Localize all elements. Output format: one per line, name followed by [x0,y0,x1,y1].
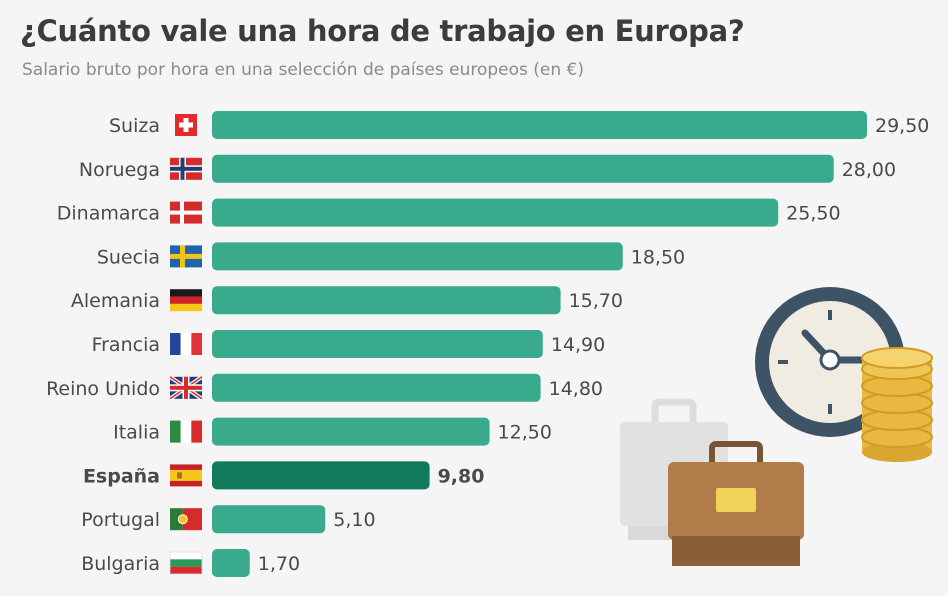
value-label: 12,50 [498,422,552,444]
coin-stack-icon [861,347,933,462]
germany-flag-icon [170,289,202,312]
category-label: España [83,465,160,487]
portugal-flag-icon [170,508,202,531]
bulgaria-flag-icon [169,551,203,575]
value-label: 5,10 [333,509,375,531]
bar [212,373,541,402]
value-label: 15,70 [569,290,623,312]
sweden-flag-icon [170,245,202,268]
value-label: 28,00 [842,159,896,181]
norway-flag-icon [170,157,202,180]
bar [212,330,543,358]
value-label: 29,50 [875,115,929,137]
category-label: Noruega [79,159,160,181]
bar [212,111,867,139]
bar [212,505,326,534]
italy-flag-icon [170,420,202,443]
category-label: Suiza [109,115,160,137]
category-label: Reino Unido [46,378,160,400]
spain-flag-icon [170,464,202,487]
value-label: 25,50 [786,203,840,225]
category-label: Bulgaria [81,553,160,575]
category-label: Italia [113,422,160,444]
bar [212,198,779,227]
category-label: Portugal [81,509,160,531]
chart-title: ¿Cuánto vale una hora de trabajo en Euro… [20,14,745,48]
chart-subtitle: Salario bruto por hora en una selección … [22,60,585,80]
value-label: 18,50 [631,246,685,268]
category-label: Alemania [71,290,160,312]
bar [212,242,623,271]
switzerland-flag-icon [175,114,197,136]
bar [212,154,834,183]
bar [212,549,250,577]
briefcase-icon [668,441,804,566]
value-label: 14,80 [549,378,603,400]
uk-flag-icon [168,375,204,401]
france-flag-icon [170,333,202,355]
denmark-flag-icon [170,201,202,224]
bar [212,461,430,490]
bar [212,417,490,446]
bar [212,286,561,315]
category-label: Dinamarca [57,203,160,225]
value-label: 9,80 [438,465,485,487]
category-label: Suecia [97,246,160,268]
value-label: 14,90 [551,334,605,356]
category-label: Francia [92,334,160,356]
value-label: 1,70 [258,553,300,575]
